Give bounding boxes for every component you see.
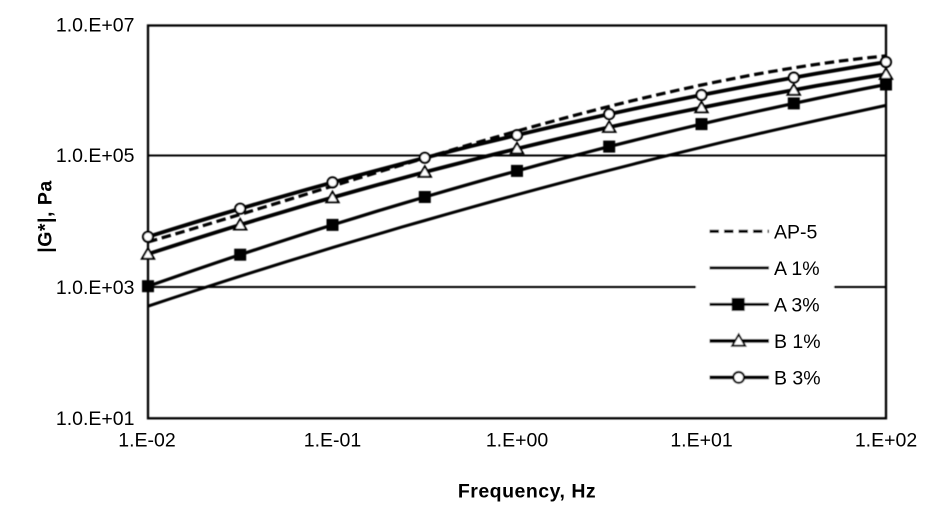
svg-text:A 1%: A 1% (774, 258, 820, 280)
svg-text:1.E-01: 1.E-01 (304, 430, 361, 452)
svg-text:Frequency, Hz: Frequency, Hz (458, 481, 596, 503)
svg-text:AP-5: AP-5 (774, 221, 818, 243)
svg-text:B 3%: B 3% (774, 367, 821, 389)
svg-text:1.E-02: 1.E-02 (118, 430, 175, 452)
svg-text:1.E+01: 1.E+01 (670, 430, 732, 452)
svg-text:1.0.E+03: 1.0.E+03 (56, 277, 135, 299)
svg-text:B 1%: B 1% (774, 331, 821, 353)
svg-text:1.0.E+01: 1.0.E+01 (56, 408, 135, 430)
svg-text:1.E+00: 1.E+00 (486, 430, 549, 452)
svg-text:|G*|, Pa: |G*|, Pa (35, 180, 57, 252)
svg-text:A 3%: A 3% (774, 294, 820, 316)
svg-text:1.0.E+05: 1.0.E+05 (56, 145, 135, 167)
svg-text:1.0.E+07: 1.0.E+07 (56, 15, 135, 37)
svg-text:1.E+02: 1.E+02 (855, 430, 917, 452)
